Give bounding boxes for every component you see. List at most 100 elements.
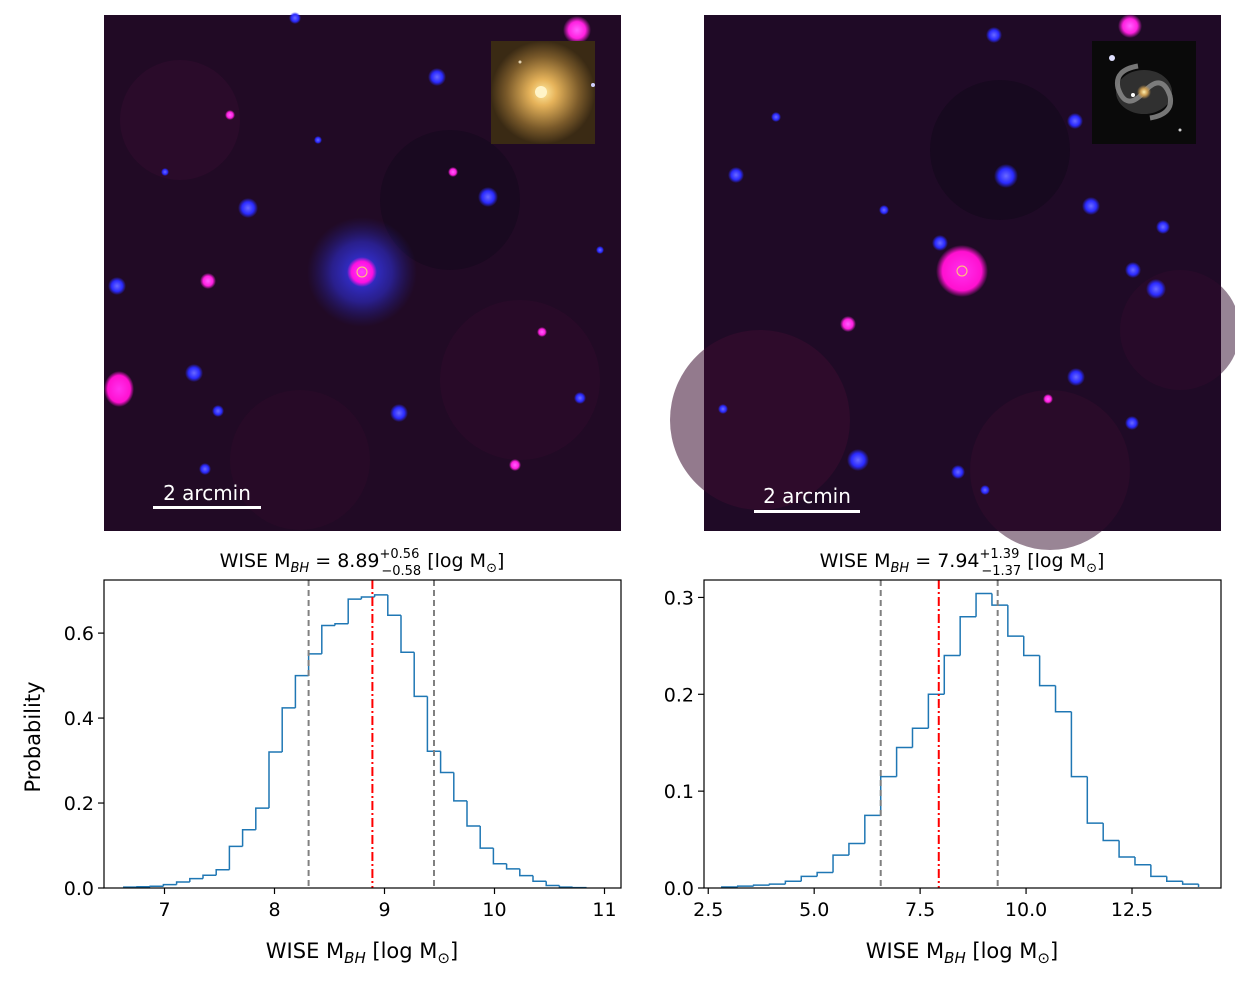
histogram-bin — [321, 624, 335, 654]
star — [1156, 220, 1170, 234]
histogram-bin — [1134, 857, 1151, 866]
histogram-bin — [307, 653, 322, 676]
star — [199, 463, 211, 475]
plot-area-2: 2.5 5.0 7.5 10.0 12.5 0.0 0.1 0.2 0.3 — [664, 579, 1222, 921]
star — [980, 485, 990, 495]
star — [574, 392, 586, 404]
star — [847, 449, 869, 471]
star — [200, 273, 216, 289]
histogram-bin — [453, 772, 467, 802]
star — [104, 371, 134, 407]
star — [596, 246, 604, 254]
star — [1118, 14, 1142, 38]
histogram-bin — [1086, 776, 1104, 824]
y-tick-label: 0.2 — [664, 684, 694, 706]
star — [185, 364, 203, 382]
star — [951, 465, 965, 479]
histogram-bin — [768, 883, 786, 886]
star — [1067, 368, 1085, 386]
histogram-bin — [479, 825, 494, 849]
histogram-bin — [281, 707, 296, 753]
histogram-panel-1: WISE MBH = 8.89+0.56 −0.58 [log M⊙] 7 8 9 10… — [21, 547, 622, 967]
y-tick-label: 0.1 — [664, 781, 694, 803]
histogram-bin — [959, 616, 977, 656]
chart-title-2: WISE MBH = 7.94+1.39 −1.37 [log M⊙] — [820, 547, 1105, 579]
y-tick-label: 0.2 — [64, 793, 94, 815]
histogram-bin — [294, 674, 309, 708]
histogram-bin — [360, 596, 375, 600]
x-tick-label: 10 — [482, 899, 506, 921]
x-tick-label: 11 — [592, 899, 616, 921]
histogram-bin — [752, 884, 770, 887]
histogram-bin — [1054, 685, 1072, 713]
star — [1125, 416, 1139, 430]
star — [771, 112, 781, 122]
x-tick-label: 8 — [268, 899, 280, 921]
galaxy-core-2 — [936, 245, 988, 297]
star — [718, 404, 728, 414]
histogram-bin — [215, 868, 230, 876]
histogram-bin — [347, 598, 362, 624]
histogram-bin — [1118, 840, 1135, 858]
star — [879, 205, 889, 215]
histogram-bin — [492, 848, 507, 865]
x-axis-label-1: WISE MBH [log M⊙] — [266, 939, 458, 967]
stars-2 — [718, 14, 1170, 495]
scalebar-1 — [153, 506, 261, 509]
axes-frame — [103, 579, 622, 889]
histogram-bin — [532, 875, 547, 882]
axes-frame — [703, 579, 1222, 889]
target-marker-2 — [956, 265, 968, 277]
star — [728, 167, 744, 183]
histogram-bin — [784, 880, 802, 885]
histogram-bin — [736, 885, 754, 888]
histogram-bin — [175, 881, 190, 885]
star — [1146, 279, 1166, 299]
histogram-bin — [848, 842, 865, 856]
histogram-bin — [991, 593, 1008, 606]
histogram-panel-2: WISE MBH = 7.94+1.39 −1.37 [log M⊙] 2.5 5.… — [664, 547, 1222, 967]
histogram-bin — [241, 829, 256, 847]
histogram-bin — [228, 845, 243, 870]
scalebar-2 — [754, 510, 860, 513]
x-axis-label-2: WISE MBH [log M⊙] — [866, 939, 1058, 967]
inset-spiral-galaxy — [1092, 41, 1196, 144]
histogram-bin — [413, 652, 428, 698]
histogram-bin — [387, 594, 401, 617]
histogram-bin — [400, 615, 415, 653]
histogram-bin — [466, 800, 481, 827]
histogram-bin — [943, 654, 961, 695]
star — [537, 327, 547, 337]
histogram-bin — [1102, 823, 1120, 842]
histogram-bin — [1070, 711, 1088, 778]
star — [1067, 113, 1083, 129]
x-tick-label: 7 — [158, 899, 170, 921]
histogram-bin — [255, 807, 269, 830]
histogram-bin — [426, 696, 441, 752]
y-tick-label: 0.0 — [664, 878, 694, 900]
star — [314, 136, 322, 144]
histogram-bin — [505, 863, 520, 870]
histogram-bin — [1181, 881, 1199, 885]
star — [108, 277, 126, 295]
y-tick-label: 0.3 — [664, 587, 694, 609]
histogram-bin — [911, 727, 929, 748]
histogram-bin — [268, 751, 283, 809]
y-tick-label: 0.4 — [64, 708, 94, 730]
galaxy-core-1 — [347, 257, 377, 287]
histogram-bin — [519, 868, 533, 877]
histogram-bin — [202, 874, 217, 879]
y-tick-label: 0.6 — [64, 623, 94, 645]
star — [390, 404, 408, 422]
y-axis-label-1: Probability — [21, 681, 45, 792]
histogram-bin — [545, 881, 560, 887]
star — [238, 198, 258, 218]
star — [428, 68, 446, 86]
histogram-bin — [975, 592, 992, 617]
histogram-bin — [189, 877, 203, 883]
star — [1082, 197, 1100, 215]
star — [1043, 394, 1053, 404]
histogram-bin — [864, 814, 881, 844]
histogram-bin — [373, 594, 388, 597]
inset-elliptical-galaxy — [491, 41, 595, 144]
